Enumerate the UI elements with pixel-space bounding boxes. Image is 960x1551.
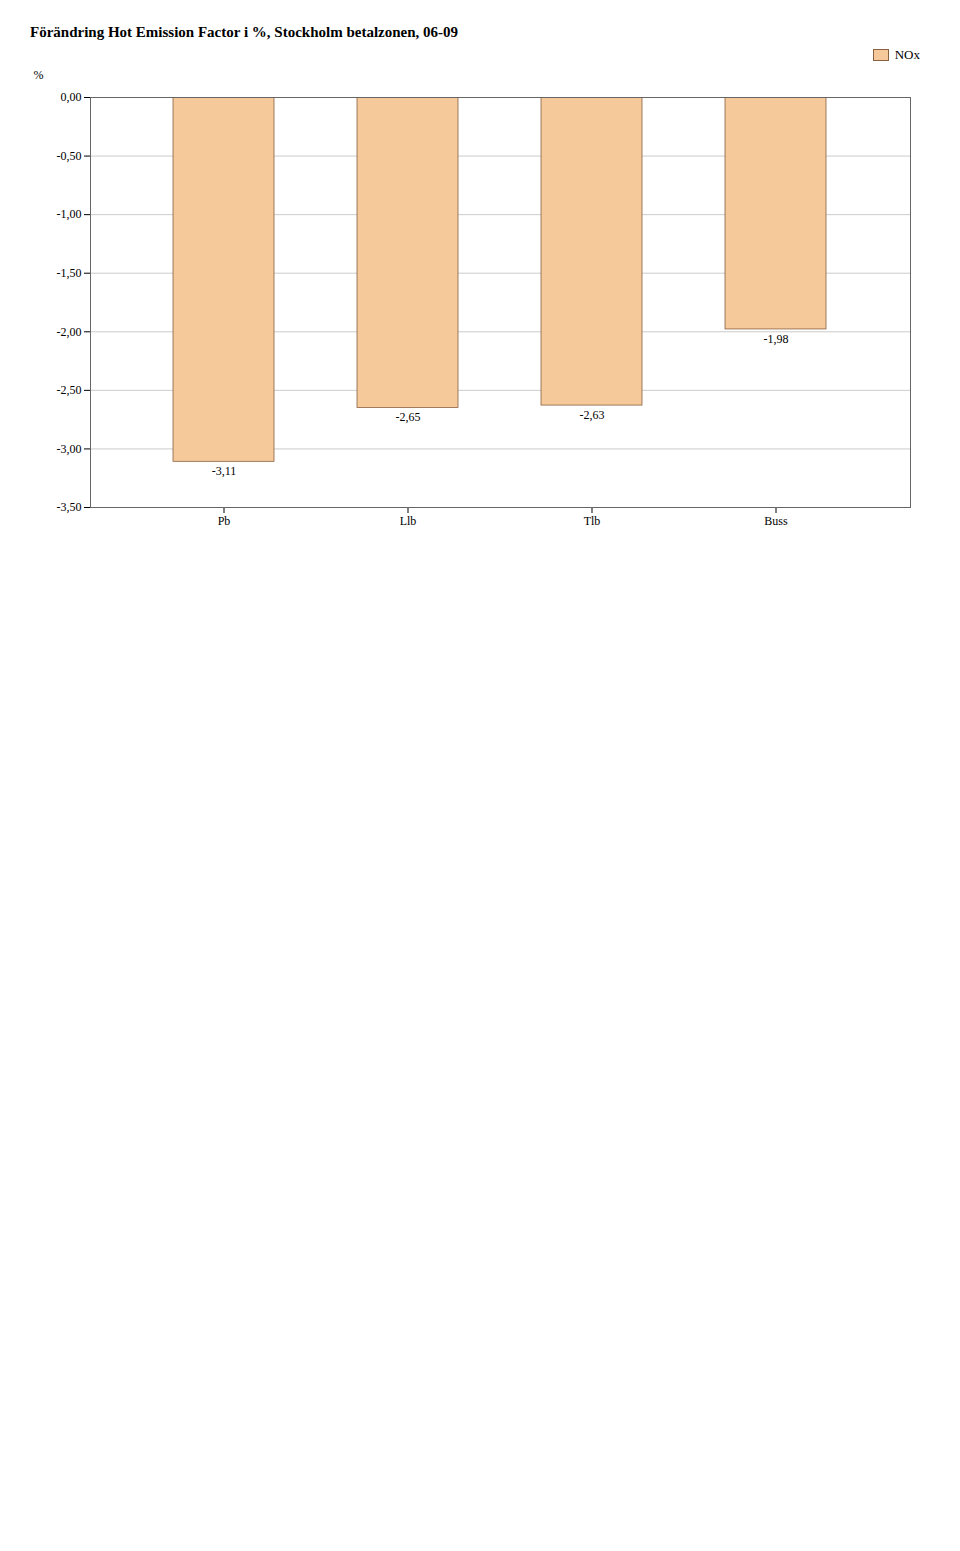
svg-text:Llb: Llb: [400, 514, 417, 528]
svg-text:-1,98: -1,98: [764, 332, 789, 346]
svg-text:Buss: Buss: [764, 514, 788, 528]
html-text:Förändring Hot Emission Factor: Förändring Hot Emission Factor i %, Stoc…: [30, 24, 459, 40]
html-text:NOx: NOx: [894, 47, 920, 62]
svg-text:-3,11: -3,11: [212, 464, 237, 478]
svg-text:-3,50: -3,50: [57, 500, 82, 514]
svg-text:Tlb: Tlb: [584, 514, 601, 528]
svg-text:%: %: [34, 68, 44, 82]
svg-text:Pb: Pb: [218, 514, 231, 528]
svg-text:-2,00: -2,00: [57, 325, 82, 339]
svg-text:-2,63: -2,63: [580, 408, 605, 422]
svg-text:-2,65: -2,65: [396, 410, 421, 424]
svg-text:-1,00: -1,00: [57, 207, 82, 221]
svg-text:-2,50: -2,50: [57, 383, 82, 397]
svg-text:-0,50: -0,50: [57, 149, 82, 163]
svg-text:-1,50: -1,50: [57, 266, 82, 280]
svg-text:-3,00: -3,00: [57, 442, 82, 456]
svg-text:0,00: 0,00: [61, 90, 82, 104]
